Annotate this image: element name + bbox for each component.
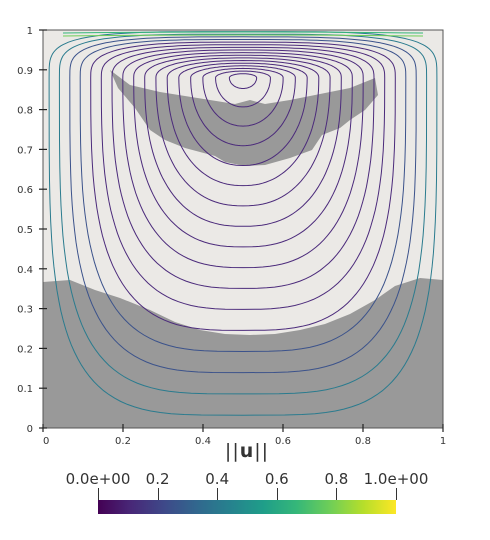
streamline-contour — [79, 39, 407, 353]
streamline-contour — [178, 62, 308, 167]
streamline-contour — [144, 54, 342, 227]
x-tick-label: 0.8 — [355, 436, 371, 447]
colorbar-tick-label: 0.4 — [205, 470, 230, 488]
colorbar-tick-label: 0.0e+00 — [65, 470, 131, 488]
streamline-contour — [133, 52, 353, 248]
y-tick-label: 0.9 — [17, 66, 33, 77]
streamline-contour — [166, 59, 320, 187]
colorbar-tick-mark — [396, 488, 397, 500]
streamline-contour — [215, 70, 271, 108]
streamline-contour — [111, 46, 375, 289]
streamline-contour — [69, 36, 417, 374]
streamline-contour — [202, 67, 284, 127]
streamline-contour — [58, 33, 428, 395]
colorbar-tick-mark — [98, 488, 99, 500]
colorbar-tick-label: 0.6 — [264, 470, 289, 488]
colorbar-tick-label: 1.0e+00 — [363, 470, 429, 488]
y-tick-label: 0.4 — [17, 265, 33, 276]
y-tick-label: 0.5 — [17, 225, 33, 236]
colorbar-tick-mark — [157, 488, 159, 500]
y-tick-label: 0.8 — [17, 106, 33, 117]
lid-velocity-contour — [62, 34, 424, 37]
streamline-contour — [90, 41, 396, 331]
streamline-contour — [190, 65, 296, 147]
x-tick-label: 1 — [440, 436, 446, 447]
x-tick-label: 0 — [43, 436, 49, 447]
colorbar-title: ||u|| — [224, 440, 270, 462]
streamline-contour — [155, 57, 331, 207]
streamline-contour — [122, 49, 364, 269]
y-tick-label: 0.3 — [17, 305, 33, 316]
lid-velocity-contour — [62, 31, 424, 34]
y-tick-label: 0 — [27, 424, 33, 435]
y-tick-label: 0.2 — [17, 344, 33, 355]
streamline-contour — [228, 73, 258, 89]
y-tick-label: 0.1 — [17, 384, 33, 395]
x-tick-label: 0.2 — [115, 436, 131, 447]
streamline-contour — [48, 31, 438, 416]
upper-shaded-region — [110, 70, 378, 166]
streamline-contour — [100, 44, 386, 310]
colorbar-tick-mark — [276, 488, 278, 500]
lower-shaded-region — [43, 278, 443, 428]
colorbar — [98, 500, 396, 514]
colorbar-tick-label: 0.8 — [324, 470, 349, 488]
colorbar-tick-mark — [336, 488, 338, 500]
x-tick-label: 0.6 — [275, 436, 291, 447]
colorbar-tick-label: 0.2 — [145, 470, 170, 488]
colorbar-tick-mark — [217, 488, 219, 500]
y-tick-label: 1 — [27, 26, 33, 37]
x-tick-label: 0.4 — [195, 436, 211, 447]
y-tick-label: 0.6 — [17, 185, 33, 196]
y-tick-label: 0.7 — [17, 145, 33, 156]
